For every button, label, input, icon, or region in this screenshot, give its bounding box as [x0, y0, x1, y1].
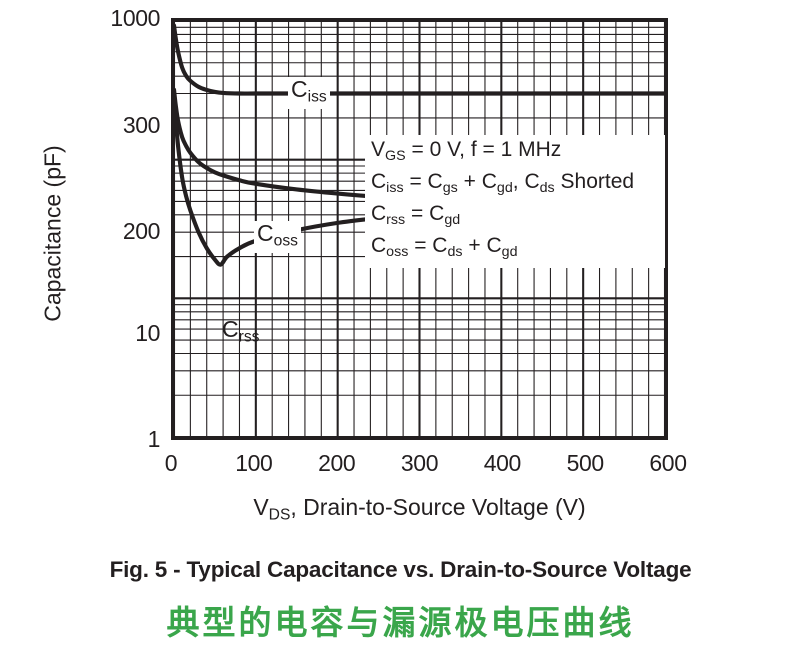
legend-l4-c2: + C — [462, 233, 502, 257]
legend-line-3: Crss = Cgd — [371, 201, 665, 233]
plot-area: VGS = 0 V, f = 1 MHz Ciss = Cgs + Cgd, C… — [171, 18, 668, 440]
legend-l1-rest: = 0 V, f = 1 MHz — [405, 138, 562, 161]
y-tick-1: 1 — [147, 426, 161, 452]
x-axis-title: VDS, Drain-to-Source Voltage (V) — [171, 494, 668, 524]
legend-line-2: Ciss = Cgs + Cgd, Cds Shorted — [371, 169, 665, 201]
legend-l4-b: = C — [408, 233, 448, 257]
y-tick-300: 300 — [122, 112, 161, 138]
y-axis-title: Capacitance (pF) — [39, 145, 66, 322]
y-tick-200: 200 — [122, 218, 161, 244]
curve-ciss — [174, 23, 665, 96]
legend-l4-sub2: ds — [447, 243, 463, 260]
legend-l2-b: = C — [403, 169, 443, 193]
y-tick-10: 10 — [135, 320, 160, 346]
legend-l2-d: , C — [512, 169, 540, 193]
legend-l3-sub1: rss — [386, 211, 406, 228]
ciss-main: C — [291, 76, 308, 102]
x-tick-500: 500 — [566, 450, 605, 476]
coss-sub: oss — [273, 232, 298, 250]
x-tick-0: 0 — [164, 450, 178, 476]
crss-main: C — [222, 316, 239, 342]
curve-label-crss: Crss — [220, 317, 261, 349]
crss-sub: rss — [238, 328, 260, 346]
curve-label-coss: Coss — [254, 220, 301, 254]
y-axis-tick-labels: 1000 300 200 10 1 — [96, 0, 160, 460]
legend-l2-sub3: gd — [496, 179, 513, 196]
x-tick-300: 300 — [400, 450, 439, 476]
x-tick-400: 400 — [483, 450, 522, 476]
coss-main: C — [257, 220, 274, 246]
legend-line-4: Coss = Cds + Cgd — [371, 233, 665, 265]
legend-l2-e: Shorted — [554, 169, 635, 193]
xlabel-v: V — [253, 494, 269, 520]
x-tick-600: 600 — [649, 450, 687, 476]
y-tick-1000: 1000 — [110, 5, 160, 31]
legend-line-1: VGS = 0 V, f = 1 MHz — [371, 137, 665, 169]
legend-l2-c: C — [371, 169, 387, 193]
legend-l2-sub1: iss — [386, 179, 404, 196]
legend-l2-sub4: ds — [539, 179, 555, 196]
legend-l2-c2: + C — [457, 169, 497, 193]
x-tick-100: 100 — [235, 450, 273, 476]
x-axis-tick-labels: 0 100 200 300 400 500 600 — [165, 450, 687, 482]
figure-caption-chinese: 典型的电容与漏源极电压曲线 — [166, 603, 635, 642]
figure-caption: Fig. 5 - Typical Capacitance vs. Drain-t… — [109, 557, 692, 582]
ciss-sub: iss — [307, 88, 327, 106]
conditions-legend: VGS = 0 V, f = 1 MHz Ciss = Cgs + Cgd, C… — [365, 135, 665, 268]
xlabel-sub: DS — [268, 506, 291, 524]
curve-label-ciss: Ciss — [288, 76, 330, 110]
legend-l4-sub3: gd — [501, 243, 518, 260]
legend-l3-sub2: gd — [444, 211, 461, 228]
legend-l4-sub1: oss — [386, 243, 409, 260]
legend-l2-sub2: gs — [442, 179, 458, 196]
legend-l3-c: C — [371, 201, 387, 225]
legend-l4-c: C — [371, 233, 387, 257]
x-tick-200: 200 — [318, 450, 356, 476]
legend-l3-b: = C — [405, 201, 445, 225]
legend-l1-v: V — [371, 138, 386, 161]
xlabel-rest: , Drain-to-Source Voltage (V) — [290, 494, 586, 520]
legend-l1-sub: GS — [385, 147, 406, 164]
